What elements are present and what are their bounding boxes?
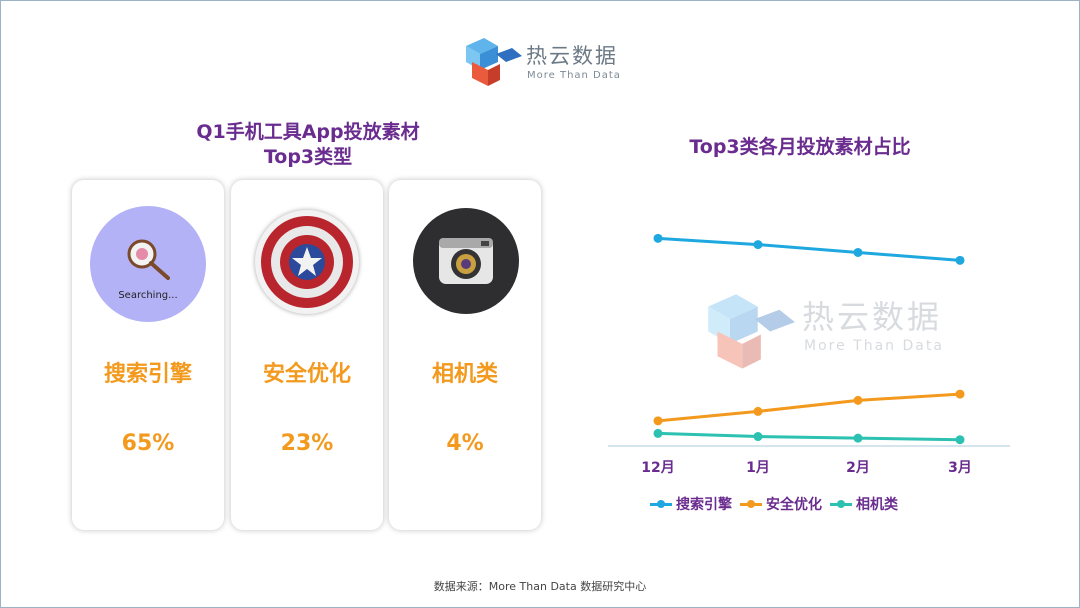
card-value-search: 65% — [121, 431, 175, 456]
legend-swatch — [830, 499, 852, 509]
data-point — [653, 416, 663, 426]
line-chart: 12月 1月 2月 3月 — [608, 233, 1010, 476]
data-point — [653, 428, 663, 438]
data-point — [753, 406, 763, 416]
data-point — [753, 240, 763, 250]
legend-item-1: 安全优化 — [740, 494, 822, 514]
card-label-search: 搜索引擎 — [103, 362, 192, 387]
data-point — [955, 255, 965, 265]
camera-icon — [413, 208, 519, 314]
left-panel-title: Q1手机工具App投放素材 Top3类型 — [160, 120, 456, 170]
watermark-cube-icon — [708, 294, 795, 369]
data-point — [653, 233, 663, 243]
category-card-camera: 相机类 4% — [389, 180, 541, 530]
series-line-0 — [657, 236, 961, 262]
x-tick-label: 3月 — [948, 460, 972, 476]
data-point — [955, 435, 965, 445]
data-point — [853, 395, 863, 405]
chart-title: Top3类各月投放素材占比 — [689, 136, 911, 158]
x-tick-label: 1月 — [746, 460, 770, 476]
data-point — [955, 389, 965, 399]
series-line-1 — [657, 392, 961, 423]
data-point — [853, 247, 863, 257]
chart-legend: 搜索引擎 安全优化 相机类 — [650, 494, 900, 514]
card-label-security: 安全优化 — [262, 362, 351, 387]
shield-icon — [255, 210, 359, 314]
legend-label: 搜索引擎 — [676, 497, 732, 513]
legend-swatch — [740, 499, 762, 509]
x-tick-label: 12月 — [641, 460, 674, 476]
left-title-line2: Top3类型 — [263, 146, 353, 168]
watermark-tagline: More Than Data — [804, 338, 944, 354]
logo-tagline: More Than Data — [527, 70, 621, 81]
card-value-security: 23% — [280, 431, 334, 456]
search-icon-text: Searching... — [118, 290, 177, 301]
legend-swatch — [650, 499, 672, 509]
legend-item-0: 搜索引擎 — [650, 494, 732, 514]
series-line-2 — [657, 431, 961, 442]
brand-logo: 热云数据 More Than Data — [462, 36, 632, 90]
logo-name: 热云数据 — [526, 44, 618, 68]
watermark-name: 热云数据 — [802, 298, 943, 336]
data-source: 数据来源：More Than Data 数据研究中心 — [433, 580, 647, 593]
x-tick-label: 2月 — [846, 460, 870, 476]
logo-cube-icon — [466, 38, 522, 86]
search-icon: Searching... — [90, 206, 206, 322]
data-point — [753, 432, 763, 442]
category-card-search: Searching... 搜索引擎 65% — [72, 180, 224, 530]
left-title-line1: Q1手机工具App投放素材 — [196, 121, 420, 143]
card-value-camera: 4% — [446, 431, 484, 456]
watermark: 热云数据 More Than Data — [702, 290, 942, 380]
card-label-camera: 相机类 — [431, 362, 498, 387]
legend-label: 相机类 — [856, 497, 898, 513]
category-card-security: 安全优化 23% — [231, 180, 383, 530]
data-point — [853, 433, 863, 443]
legend-item-2: 相机类 — [830, 494, 898, 514]
legend-label: 安全优化 — [766, 497, 822, 513]
